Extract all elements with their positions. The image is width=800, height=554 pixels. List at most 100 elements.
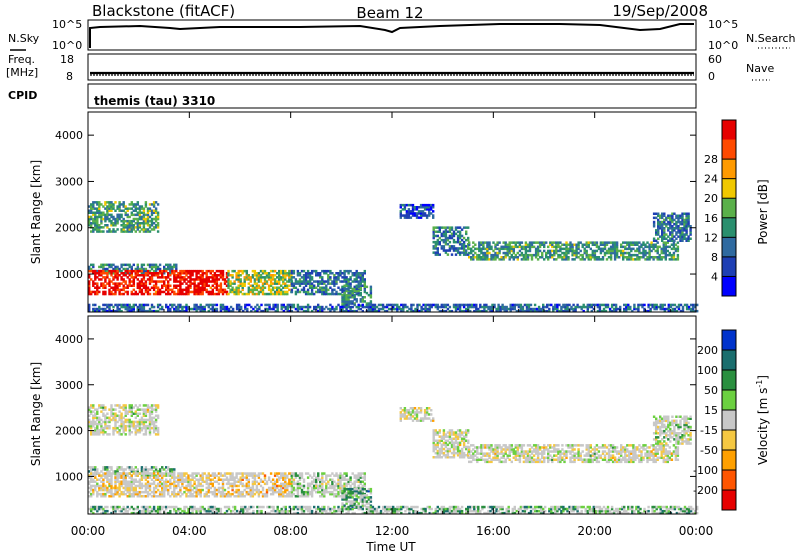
data-cell xyxy=(325,488,328,492)
data-cell xyxy=(239,480,242,483)
data-cell xyxy=(100,484,103,488)
data-cell xyxy=(663,309,666,313)
data-cell xyxy=(276,288,279,292)
data-cell xyxy=(489,305,492,309)
data-cell xyxy=(148,406,152,409)
data-cell xyxy=(456,234,460,238)
data-cell xyxy=(213,492,217,496)
data-cell xyxy=(516,241,519,244)
data-cell xyxy=(335,488,338,492)
data-cell xyxy=(187,292,190,296)
data-cell xyxy=(244,303,247,307)
data-cell xyxy=(136,282,139,285)
data-cell xyxy=(154,476,158,479)
data-cell xyxy=(488,241,491,244)
data-cell xyxy=(217,284,221,287)
data-cell xyxy=(444,309,448,313)
data-cell xyxy=(522,253,526,257)
data-cell xyxy=(187,276,190,279)
data-cell xyxy=(140,478,144,481)
data-cell xyxy=(661,222,664,226)
data-cell xyxy=(504,245,507,249)
data-cell xyxy=(575,256,578,259)
data-cell xyxy=(423,203,427,207)
data-cell xyxy=(432,230,435,233)
data-cell xyxy=(199,495,202,498)
data-cell xyxy=(261,486,265,490)
data-cell xyxy=(613,258,617,261)
data-cell xyxy=(130,203,133,206)
data-cell xyxy=(452,249,456,252)
data-cell xyxy=(96,418,99,422)
data-cell xyxy=(425,203,429,207)
data-cell xyxy=(276,478,279,481)
data-cell xyxy=(154,429,158,432)
data-cell xyxy=(120,230,123,233)
data-cell xyxy=(333,292,336,296)
data-cell xyxy=(636,247,639,251)
data-cell xyxy=(260,309,263,313)
data-cell xyxy=(341,293,344,297)
data-cell xyxy=(337,303,340,307)
data-cell xyxy=(92,269,95,273)
data-cell xyxy=(589,241,592,244)
data-cell xyxy=(106,209,109,212)
data-cell xyxy=(662,247,665,251)
data-cell xyxy=(223,492,227,496)
data-cell xyxy=(458,240,462,244)
data-cell xyxy=(124,290,127,294)
data-cell xyxy=(373,303,377,307)
data-cell xyxy=(559,247,562,251)
data-cell xyxy=(225,292,229,296)
data-cell xyxy=(371,307,375,311)
data-cell xyxy=(582,305,585,309)
data-cell xyxy=(512,245,515,249)
data-cell xyxy=(628,253,631,257)
data-cell xyxy=(672,258,676,261)
data-cell xyxy=(480,241,483,244)
data-cell xyxy=(130,276,133,279)
data-cell xyxy=(122,305,125,309)
data-cell xyxy=(183,490,186,494)
data-cell xyxy=(154,286,158,289)
data-cell xyxy=(142,228,146,231)
data-cell xyxy=(92,414,95,417)
data-cell xyxy=(294,282,298,285)
data-cell xyxy=(251,284,255,287)
data-cell xyxy=(197,480,200,483)
data-cell xyxy=(136,278,139,281)
data-cell xyxy=(205,280,208,283)
data-cell xyxy=(152,420,156,424)
data-cell xyxy=(500,256,503,259)
data-cell xyxy=(576,303,579,307)
data-cell xyxy=(306,472,310,475)
data-cell xyxy=(205,303,208,307)
data-cell xyxy=(235,480,238,483)
data-cell xyxy=(504,256,507,259)
data-cell xyxy=(341,272,344,275)
data-cell xyxy=(333,480,336,483)
data-cell xyxy=(189,307,192,311)
data-cell xyxy=(205,476,208,479)
data-cell xyxy=(284,284,287,287)
data-cell xyxy=(132,307,135,311)
data-cell xyxy=(412,309,415,313)
data-cell xyxy=(132,269,135,273)
data-cell xyxy=(251,276,255,279)
data-cell xyxy=(169,284,172,287)
data-cell xyxy=(502,247,505,251)
data-cell xyxy=(138,222,142,225)
data-cell xyxy=(671,239,674,242)
data-cell xyxy=(534,247,538,251)
data-cell xyxy=(379,307,383,311)
data-cell xyxy=(156,303,160,307)
data-cell xyxy=(416,303,419,307)
data-cell xyxy=(209,478,212,481)
data-cell xyxy=(102,205,105,208)
data-cell xyxy=(146,230,150,233)
data-cell xyxy=(128,226,131,229)
data-cell xyxy=(571,247,574,251)
data-cell xyxy=(229,284,232,287)
data-cell xyxy=(104,267,107,271)
data-cell xyxy=(211,484,214,488)
